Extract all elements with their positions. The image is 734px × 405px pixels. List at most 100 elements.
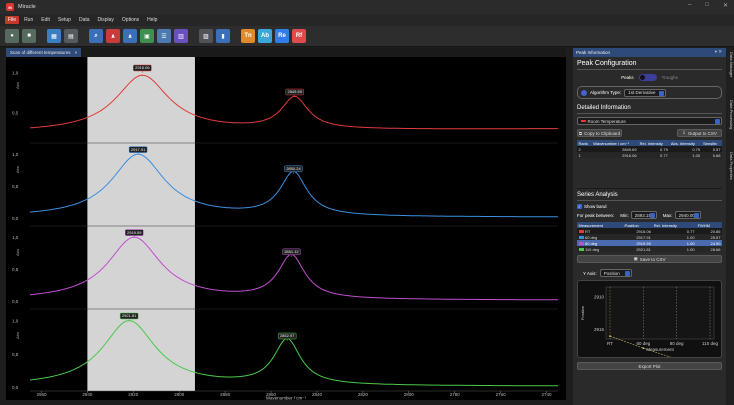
mini-data-point [609, 335, 611, 338]
y-axis-select[interactable]: Position [599, 269, 632, 277]
tab-data-properties[interactable]: Data Properties [729, 152, 734, 180]
bars-icon[interactable]: ▮ [216, 29, 230, 43]
peak-label: 2849.69 [287, 89, 302, 94]
download-icon: ⇩ [682, 130, 686, 135]
maximize-button[interactable]: □ [705, 2, 709, 8]
col-position[interactable]: Position [623, 222, 653, 228]
panel-pin-icon[interactable]: ▾ ✕ [714, 49, 722, 54]
y-tick-label: 0,5 [12, 267, 19, 272]
mini-x-tick-label: 110 deg [702, 341, 718, 346]
peak-label-box [133, 64, 152, 72]
cell-fwhm: 25.57 [696, 234, 722, 240]
columns-icon[interactable]: ▥ [174, 29, 188, 43]
peak-label: 2916.06 [135, 65, 150, 70]
cell-rel: 0.77 [686, 228, 695, 234]
copy-icon: ⧉ [578, 130, 583, 136]
mini-y-axis-label: Position [580, 306, 585, 320]
menu-run[interactable]: Run [24, 17, 34, 23]
menu-data[interactable]: Data [78, 17, 90, 23]
ref-icon[interactable]: Rf [292, 29, 306, 43]
x-tick-label: 2740 [542, 392, 553, 397]
abs-icon[interactable]: Ab [258, 29, 272, 43]
minimize-button[interactable]: – [688, 2, 692, 8]
spinner-icon[interactable] [693, 213, 699, 218]
stop-icon[interactable]: ■ [22, 29, 36, 43]
toolbar: ● ■ ▦ ▤ ⌕ ∧ ∧ ▣ ☰ ▥ ▨ ▮ Tn Ab Re Rf [0, 26, 734, 47]
tab-scan-temperatures[interactable]: Scan of different temperatures × [6, 48, 82, 57]
table-row[interactable]: 60 deg 2917.91 1.00 25.57 [577, 234, 722, 240]
list-icon[interactable]: ☰ [157, 29, 171, 43]
cell-position: 2917.91 [623, 234, 653, 240]
peak-label-box [285, 88, 304, 96]
spinner-icon[interactable] [649, 213, 655, 218]
y-tick-label: 0,0 [12, 299, 19, 304]
menu-bar: File Run Edit Setup Data Display Options… [0, 14, 734, 26]
menu-display[interactable]: Display [97, 17, 114, 23]
peak-label-box [124, 229, 144, 236]
col-fwhm[interactable]: FWHM [696, 222, 722, 228]
table-row[interactable]: RT 2916.06 0.77 20.86 [577, 228, 722, 234]
series-color-swatch [578, 230, 584, 233]
algorithm-expand-icon[interactable] [581, 89, 587, 96]
menu-setup[interactable]: Setup [57, 17, 71, 23]
peak-label-box [277, 332, 297, 340]
peak-label: 2921.81 [122, 313, 137, 318]
close-button[interactable]: ✕ [722, 3, 728, 9]
algorithm-select[interactable]: 1st Derivative [624, 88, 667, 97]
x-tick-label: 2940 [82, 392, 93, 397]
export-chart-icon[interactable]: ▣ [140, 29, 154, 43]
min-input[interactable]: 2893.15 [630, 211, 657, 219]
image-icon[interactable]: ▨ [199, 29, 213, 43]
spectrum-line-0 [29, 74, 559, 130]
table-row[interactable]: 1 2916.06 0.77 1.00 0.68 [577, 152, 722, 158]
peak-blue-icon[interactable]: ∧ [123, 29, 137, 43]
mini-x-axis-label: Measurement [646, 347, 674, 352]
re-icon[interactable]: Re [275, 29, 289, 43]
menu-help[interactable]: Help [147, 17, 158, 23]
record-icon[interactable]: ● [5, 29, 19, 43]
tab-data-processing[interactable]: Data Processing [729, 100, 734, 130]
peak-label-box [284, 165, 303, 173]
y-tick-label: 1,0 [12, 71, 19, 76]
col-rel-intensity[interactable]: Rel. Intensity [652, 222, 697, 228]
position-trend-chart[interactable]: RT 60 deg 80 deg 110 deg 2910 2915 Position Mea… [578, 281, 721, 375]
menu-edit[interactable]: Edit [41, 17, 50, 23]
tn-icon[interactable]: Tn [241, 29, 255, 43]
col-rel-intensity[interactable]: Rel. Intensity [638, 140, 670, 146]
table-row[interactable]: 2 2849.69 0.79 0.79 0.57 [577, 146, 722, 152]
detailed-info-title: Detailed Information [577, 105, 631, 111]
zoom-icon[interactable]: ⌕ [89, 29, 103, 43]
divider [577, 69, 722, 70]
col-abs-intensity[interactable]: Abs. Intensity [669, 140, 702, 146]
series-color-swatch [578, 236, 584, 239]
col-rank[interactable]: Rank [577, 140, 592, 146]
peaks-troughs-toggle[interactable] [638, 74, 657, 81]
x-tick-label: 2840 [312, 392, 323, 397]
peak-label-box [282, 248, 301, 256]
copy-to-clipboard-button[interactable]: ⧉ Copy to Clipboard [577, 129, 622, 137]
col-sensitivity[interactable]: Sensitiv [701, 140, 722, 146]
dataset-select[interactable]: Room Temperature [577, 117, 722, 125]
menu-options[interactable]: Options [121, 17, 140, 23]
document-icon[interactable]: ▤ [64, 29, 78, 43]
peak-red-icon[interactable]: ∧ [106, 29, 120, 43]
show-band-checkbox[interactable]: ✓ [577, 204, 582, 209]
table-row[interactable]: 80 deg 2919.59 1.00 24.90 [577, 240, 722, 246]
spreadsheet-icon[interactable]: ▦ [47, 29, 61, 43]
spectrum-chart-svg[interactable]: 2960 2940 2920 2900 2880 2860 2840 2820 2800 2780… [6, 57, 566, 401]
max-input[interactable]: 2940.00 [674, 211, 701, 219]
tab-data-manager[interactable]: Data Manager [729, 52, 734, 78]
spectrum-chart[interactable]: 2960 2940 2920 2900 2880 2860 2840 2820 2800 2780… [6, 57, 566, 401]
tab-close-icon[interactable]: × [74, 50, 78, 55]
output-to-csv-button[interactable]: ⇩ Output to CSV [677, 129, 722, 137]
export-plot-button[interactable]: Export Plot [577, 362, 722, 370]
table-row[interactable]: 110 deg 2921.81 1.00 28.66 [577, 246, 722, 252]
menu-file[interactable]: File [5, 16, 20, 24]
max-label: Max: [662, 212, 673, 218]
cell-rel: 1.00 [652, 240, 697, 246]
save-to-csv-button[interactable]: ▣ Save to CSV [577, 255, 722, 263]
peaks-label: Peaks [621, 75, 634, 80]
col-wavenumber[interactable]: Wavenumber / cm⁻¹ [591, 140, 639, 146]
algorithm-row: Algorithm Type: 1st Derivative [577, 86, 722, 99]
col-measurement[interactable]: Measurement [577, 222, 624, 228]
